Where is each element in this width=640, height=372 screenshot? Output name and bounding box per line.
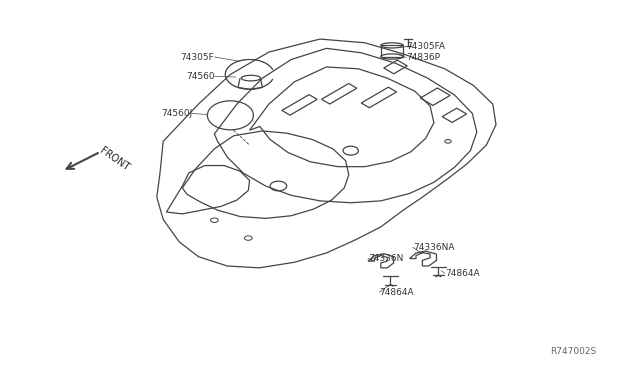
- Text: 74864A: 74864A: [445, 269, 479, 278]
- Text: 74560: 74560: [186, 72, 214, 81]
- Text: FRONT: FRONT: [98, 145, 131, 173]
- Text: 74336N: 74336N: [368, 254, 403, 263]
- Text: 74305F: 74305F: [180, 53, 214, 62]
- Text: R747002S: R747002S: [550, 347, 596, 356]
- Text: 74336NA: 74336NA: [413, 243, 454, 252]
- Text: 74864A: 74864A: [380, 288, 414, 296]
- Text: 74305FA: 74305FA: [406, 42, 445, 51]
- Text: 74560J: 74560J: [161, 109, 192, 118]
- Text: 74836P: 74836P: [406, 53, 440, 62]
